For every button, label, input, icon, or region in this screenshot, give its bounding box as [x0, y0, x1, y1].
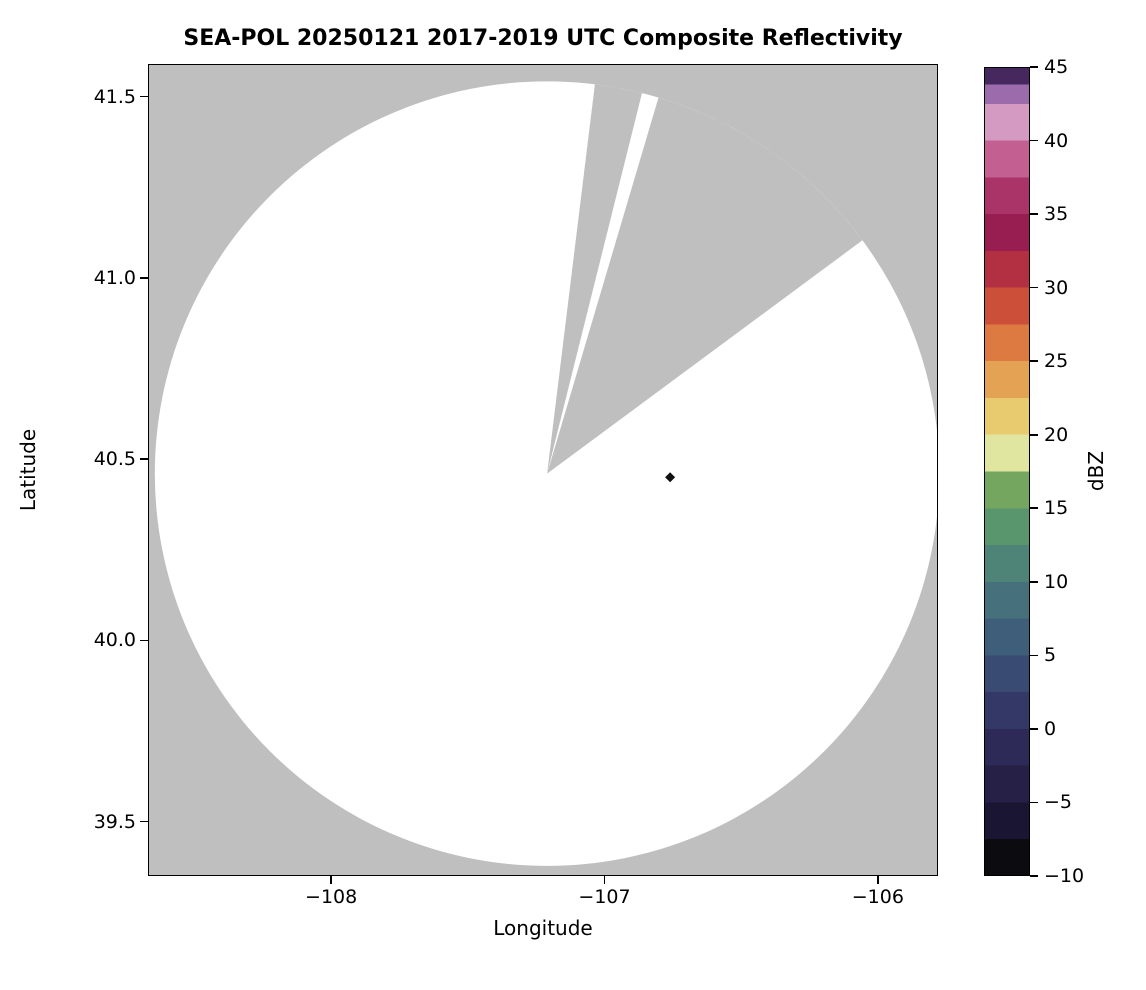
- chart-title: SEA-POL 20250121 2017-2019 UTC Composite…: [183, 26, 903, 51]
- y-tick-label: 40.0: [93, 629, 136, 652]
- y-tick-label: 40.5: [93, 448, 136, 471]
- colorbar: [984, 67, 1030, 876]
- colorbar-tick-mark: [1030, 581, 1038, 583]
- colorbar-tick-label: 30: [1044, 276, 1069, 299]
- x-tick-mark: [603, 876, 606, 884]
- colorbar-tick-label: 15: [1044, 497, 1069, 520]
- colorbar-tick-mark: [1030, 728, 1038, 730]
- x-tick-label: −108: [305, 886, 358, 908]
- x-axis-label: Longitude: [493, 916, 593, 940]
- colorbar-tick-label: −5: [1044, 791, 1073, 814]
- colorbar-tick-label: 40: [1044, 129, 1069, 152]
- y-tick-label: 39.5: [93, 810, 136, 833]
- y-tick-label: 41.0: [93, 266, 136, 289]
- colorbar-tick-label: 5: [1044, 644, 1057, 667]
- colorbar-tick-label: 25: [1044, 350, 1069, 373]
- x-tick-mark: [877, 876, 879, 884]
- y-axis-label: Latitude: [16, 428, 40, 512]
- y-tick-mark: [140, 277, 148, 279]
- colorbar-tick-label: 20: [1044, 423, 1069, 446]
- colorbar-tick-mark: [1030, 360, 1038, 362]
- colorbar-tick-mark: [1030, 801, 1038, 804]
- colorbar-tick-mark: [1030, 286, 1038, 289]
- colorbar-tick-label: 35: [1044, 203, 1069, 226]
- x-tick-label: −107: [578, 886, 631, 908]
- colorbar-tick-mark: [1030, 213, 1038, 215]
- site-marker-diamond: [665, 472, 676, 483]
- colorbar-label: dBZ: [1084, 450, 1108, 492]
- colorbar-tick-label: 0: [1044, 717, 1057, 740]
- colorbar-tick-mark: [1030, 654, 1038, 657]
- x-tick-label: −106: [851, 886, 904, 908]
- x-tick-mark: [330, 876, 332, 884]
- y-tick-mark: [140, 458, 148, 460]
- blocked-sector-0: [547, 84, 642, 474]
- colorbar-tick-mark: [1030, 433, 1038, 436]
- colorbar-tick-mark: [1030, 875, 1038, 877]
- y-tick-label: 41.5: [93, 85, 136, 108]
- blocked-sector-1: [547, 97, 863, 474]
- y-tick-mark: [140, 820, 148, 823]
- colorbar-tick-mark: [1030, 507, 1038, 510]
- radar-coverage-plot: [148, 64, 938, 876]
- y-tick-mark: [140, 639, 148, 642]
- colorbar-tick-label: −10: [1044, 865, 1085, 887]
- colorbar-tick-mark: [1030, 66, 1038, 68]
- colorbar-tick-label: 10: [1044, 570, 1069, 593]
- colorbar-tick-mark: [1030, 139, 1038, 142]
- colorbar-tick-label: 45: [1044, 56, 1069, 78]
- y-tick-mark: [140, 95, 148, 98]
